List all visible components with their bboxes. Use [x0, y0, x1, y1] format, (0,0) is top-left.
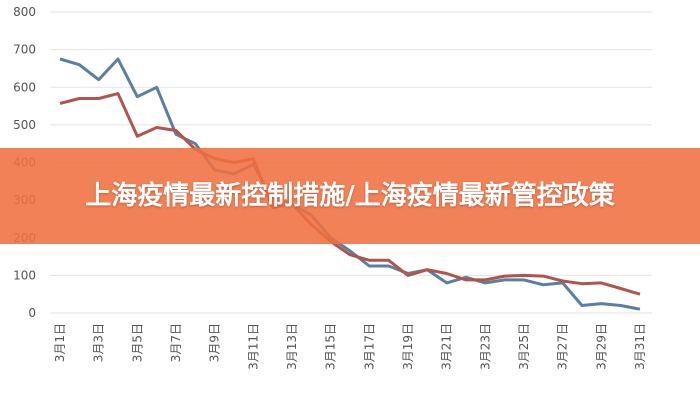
x-tick-label: 3月27日	[556, 323, 570, 370]
x-tick-label: 3月31日	[633, 323, 647, 370]
x-tick-label: 3月5日	[130, 323, 144, 362]
y-tick-label: 0	[28, 306, 36, 320]
x-tick-label: 3月13日	[285, 323, 299, 370]
y-tick-label: 500	[13, 118, 36, 132]
title-banner: 上海疫情最新控制措施/上海疫情最新管控政策	[0, 148, 700, 244]
x-tick-label: 3月19日	[401, 323, 415, 370]
y-tick-label: 800	[13, 5, 36, 19]
x-tick-label: 3月25日	[517, 323, 531, 370]
x-tick-label: 3月7日	[169, 323, 183, 362]
x-tick-label: 3月11日	[246, 323, 260, 370]
x-tick-label: 3月15日	[324, 323, 338, 370]
x-tick-label: 3月17日	[362, 323, 376, 370]
x-tick-label: 3月9日	[208, 323, 222, 362]
y-tick-label: 100	[13, 268, 36, 282]
x-tick-label: 3月29日	[594, 323, 608, 370]
line-series	[59, 57, 641, 311]
y-tick-label: 700	[13, 43, 36, 57]
x-tick-label: 3月21日	[440, 323, 454, 370]
x-tick-label: 3月3日	[92, 323, 106, 362]
y-tick-label: 600	[13, 80, 36, 94]
x-tick-label: 3月1日	[53, 323, 67, 362]
line-series	[59, 92, 641, 296]
chart-title: 上海疫情最新控制措施/上海疫情最新管控政策	[85, 181, 615, 211]
x-tick-label: 3月23日	[478, 323, 492, 370]
